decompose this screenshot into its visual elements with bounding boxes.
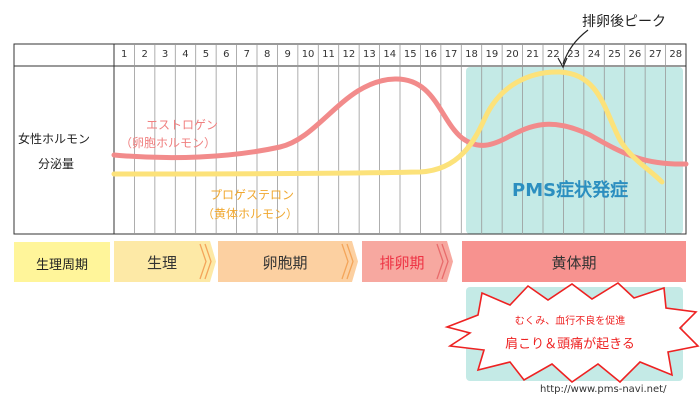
symptom-burst: [444, 281, 700, 384]
phase-band-menstruation: [114, 241, 216, 282]
day-17: 17: [444, 49, 458, 60]
phase-band-ovulation: [362, 241, 453, 282]
day-12: 12: [342, 49, 356, 60]
source-url[interactable]: http://www.pms-navi.net/: [540, 384, 667, 395]
day-7: 7: [243, 49, 250, 60]
pms-zone: [466, 67, 683, 234]
estrogen-label-line2: （卵胞ホルモン）: [120, 136, 217, 150]
day-16: 16: [424, 49, 437, 60]
day-1: 1: [121, 49, 128, 60]
day-27: 27: [648, 49, 662, 60]
peak-arrowhead: [557, 57, 568, 69]
day-22: 22: [546, 49, 560, 60]
day-21: 21: [526, 49, 540, 60]
day-9: 9: [284, 49, 291, 60]
day-5: 5: [202, 49, 210, 60]
y-axis-label-line1: 女性ホルモン: [18, 132, 91, 146]
phase-ovulation-label: 排卵期: [379, 254, 425, 272]
day-24: 24: [587, 49, 601, 60]
chart-frame: [13, 43, 687, 235]
day-11: 11: [322, 49, 335, 60]
phase-band-luteal: [462, 241, 686, 282]
cycle-row-label: 生理周期: [35, 258, 88, 273]
day-25: 25: [608, 49, 621, 60]
day-20: 20: [505, 49, 519, 60]
day-13: 13: [362, 49, 376, 60]
day-3: 3: [161, 49, 169, 60]
progesterone-label-line1: プロゲステロン: [210, 188, 295, 202]
y-axis-label-line2: 分泌量: [38, 157, 75, 171]
day-gridlines: [134, 44, 666, 234]
estrogen-curve: [111, 76, 689, 167]
day-19: 19: [485, 49, 499, 60]
day-2: 2: [141, 49, 148, 60]
burst-text-line1: むくみ、血行不良を促進: [514, 316, 626, 327]
day-18: 18: [465, 49, 478, 60]
phase-luteal-label: 黄体期: [551, 254, 597, 272]
day-26: 26: [628, 49, 642, 60]
cycle-label-box: [14, 242, 110, 282]
day-4: 4: [182, 49, 189, 60]
peak-label: 排卵後ピーク: [582, 14, 666, 30]
estrogen-label-line1: エストロゲン: [146, 118, 219, 132]
day-10: 10: [301, 49, 315, 60]
day-15: 15: [403, 49, 417, 60]
day-23: 23: [567, 49, 580, 60]
pms-label: PMS症状発症: [512, 180, 629, 201]
day-6: 6: [223, 49, 230, 60]
progesterone-label-line2: （黄体ホルモン）: [202, 207, 299, 221]
day-28: 28: [669, 49, 683, 60]
progesterone-curve: [111, 69, 665, 185]
day-8: 8: [264, 49, 271, 60]
day-14: 14: [383, 49, 397, 60]
phase-menstruation-label: 生理: [146, 254, 177, 272]
burst-text-line2: 肩こり＆頭痛が起きる: [505, 337, 635, 352]
peak-pointer: [562, 29, 589, 65]
phase-band-follicular: [218, 241, 358, 282]
phase-follicular-label: 卵胞期: [262, 254, 308, 272]
